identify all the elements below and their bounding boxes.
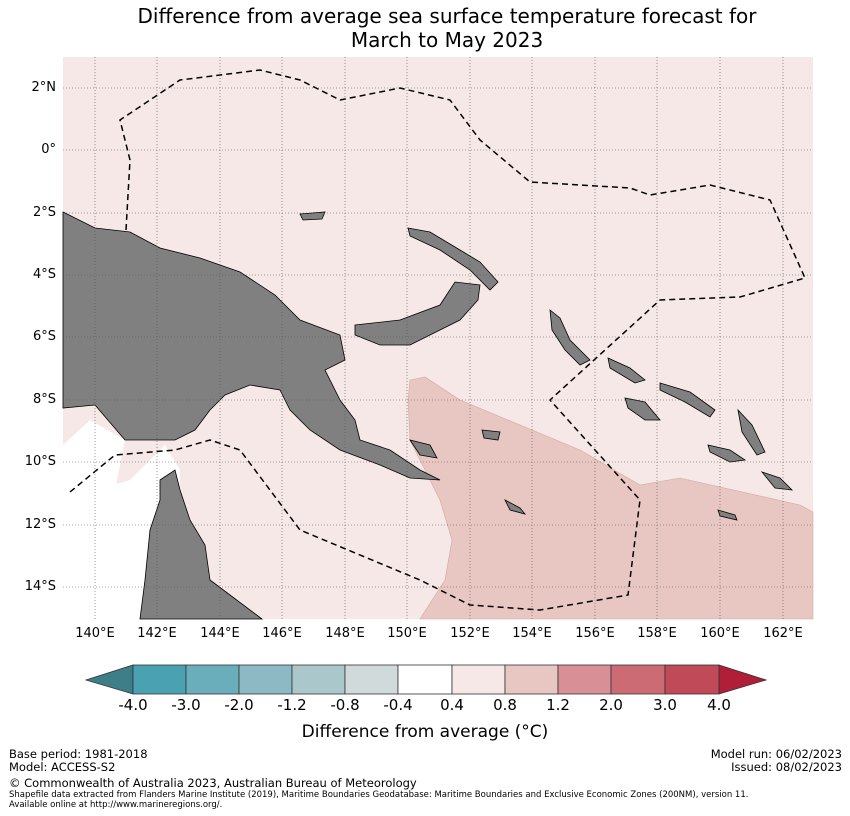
colorbar-tick: -0.4: [383, 696, 413, 714]
lat-label: 2°S: [32, 205, 56, 220]
source-credit: Shapefile data extracted from Flanders M…: [9, 790, 748, 810]
colorbar-high-extend: [718, 664, 768, 695]
model-run: Model run: 06/02/2023: [710, 747, 842, 761]
lon-label: 146°E: [262, 626, 302, 641]
lon-label: 162°E: [763, 626, 803, 641]
lon-label: 160°E: [700, 626, 740, 641]
bougainville: [549, 309, 591, 366]
footer-right: Model run: 06/02/2023 Issued: 08/02/2023: [711, 748, 842, 774]
malaita: [737, 408, 766, 456]
model-name: Model: ACCESS-S2: [9, 760, 116, 774]
colorbar-tick: -1.2: [277, 696, 307, 714]
warmer-region: [407, 376, 814, 620]
colorbar-tick: 3.0: [653, 696, 677, 714]
colorbar-tick: -2.0: [224, 696, 254, 714]
colorbar-tick: 2.0: [599, 696, 623, 714]
lat-label: 14°S: [24, 579, 56, 594]
rossel: [504, 499, 527, 515]
source-line-1: Shapefile data extracted from Flanders M…: [9, 790, 749, 800]
manus: [299, 211, 326, 221]
rennell: [717, 509, 738, 521]
lat-label: 10°S: [24, 454, 56, 469]
lon-label: 158°E: [637, 626, 677, 641]
png-eez-boundary: [69, 69, 807, 611]
makira: [760, 471, 794, 491]
colorbar-tick: 4.0: [707, 696, 731, 714]
lat-label: 8°S: [32, 392, 56, 407]
colorbar-label: Difference from average (°C): [301, 722, 549, 742]
lon-label: 148°E: [325, 626, 365, 641]
lon-label: 154°E: [512, 626, 552, 641]
lat-label: 2°N: [31, 80, 57, 95]
title-line-2: March to May 2023: [350, 28, 544, 52]
copyright: © Commonwealth of Australia 2023, Austra…: [9, 776, 417, 790]
eez-boundaries: [69, 69, 807, 611]
lon-label: 140°E: [75, 626, 115, 641]
lat-label: 6°S: [32, 329, 56, 344]
new-georgia: [624, 397, 661, 421]
lon-label: 152°E: [450, 626, 490, 641]
chart-title: Difference from average sea surface temp…: [0, 4, 850, 52]
new-britain: [354, 281, 481, 346]
source-line-2: Available online at http://www.marinereg…: [9, 800, 223, 810]
choiseul: [607, 357, 646, 384]
colorbar-tick: 0.4: [440, 696, 464, 714]
new-ireland: [407, 227, 499, 291]
footer-left: Base period: 1981-2018 Model: ACCESS-S2: [9, 748, 148, 774]
colorbar-tick: -3.0: [171, 696, 201, 714]
lat-label: 0°: [41, 142, 56, 157]
issued-date: Issued: 08/02/2023: [731, 760, 842, 774]
base-period: Base period: 1981-2018: [9, 747, 148, 761]
title-line-1: Difference from average sea surface temp…: [137, 4, 757, 28]
colorbar-tick: -4.0: [118, 696, 148, 714]
lon-label: 142°E: [137, 626, 177, 641]
colorbar-tick: 0.8: [493, 696, 517, 714]
lon-label: 144°E: [200, 626, 240, 641]
colorbar-tick: 1.2: [546, 696, 570, 714]
louisiade: [481, 429, 501, 441]
lon-label: 156°E: [575, 626, 615, 641]
guadalcanal: [707, 444, 747, 463]
lat-label: 4°S: [32, 267, 56, 282]
colorbar-tick: -0.8: [330, 696, 360, 714]
colorbar-low-extend: [84, 664, 134, 695]
graticule: [63, 57, 813, 619]
lon-label: 150°E: [387, 626, 427, 641]
near-average-white-region: [63, 420, 125, 619]
colorbar: [84, 664, 768, 695]
lat-label: 12°S: [24, 517, 56, 532]
dentrecasteaux: [409, 439, 438, 459]
cape-york: [139, 469, 264, 620]
